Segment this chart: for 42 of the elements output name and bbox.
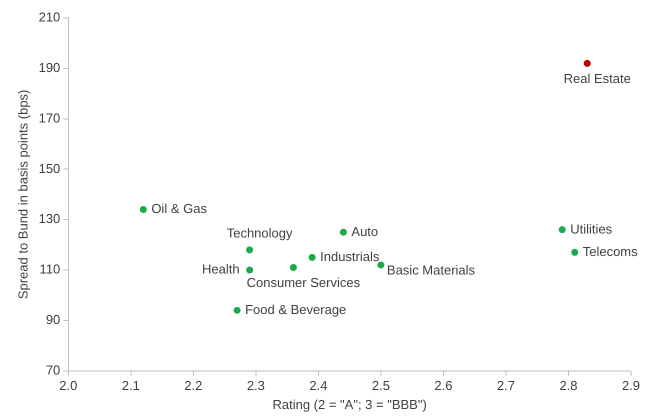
point <box>234 306 241 314</box>
y-tick-label: 210 <box>38 10 60 25</box>
x-tick-label: 2.6 <box>434 378 452 394</box>
annotation: Industrials <box>320 248 380 264</box>
x-tick-label: 2.2 <box>184 378 202 394</box>
point <box>584 60 591 67</box>
point <box>308 254 316 261</box>
y-tick-label: 150 <box>38 160 60 176</box>
y-tick-label: 70 <box>46 362 60 378</box>
y-tick-label: 130 <box>38 211 60 226</box>
x-tick-label: 2.3 <box>246 378 265 394</box>
annotation: Food & Beverage <box>245 302 346 317</box>
x-tick-label: 2.0 <box>59 378 78 394</box>
y-tick-label: 170 <box>38 110 60 126</box>
point <box>377 261 384 268</box>
y-axis-title: Spread to Bund in basis points (bps) <box>15 90 30 300</box>
x-axis-title: Rating (2 = "A"; 3 = "BBB") <box>272 396 427 412</box>
x-tick-label: 2.7 <box>496 378 515 394</box>
x-tick-label: 2.1 <box>122 378 140 394</box>
annotation: Technology <box>226 225 293 240</box>
y-tick-label: 190 <box>38 60 60 75</box>
annotation: Basic Materials <box>386 262 476 278</box>
annotation: Consumer Services <box>246 275 361 290</box>
point <box>246 246 254 254</box>
y-tick-label: 110 <box>40 262 60 277</box>
x-tick-label: 2.8 <box>559 378 578 394</box>
annotation: Telecoms <box>582 244 638 259</box>
annotation: Utilities <box>570 221 613 236</box>
point <box>246 266 254 274</box>
annotation: Real Estate <box>564 70 631 86</box>
x-tick-label: 2.9 <box>622 378 640 394</box>
x-tick-label: 2.5 <box>372 378 390 394</box>
annotation: Oil & Gas <box>151 201 208 216</box>
point <box>290 264 297 271</box>
point <box>558 226 566 234</box>
x-tick-label: 2.4 <box>309 378 328 394</box>
point <box>571 248 578 256</box>
annotation: Auto <box>351 224 378 239</box>
point <box>340 228 347 236</box>
y-tick-label: 90 <box>46 312 60 327</box>
point <box>140 206 147 214</box>
annotation: Health <box>202 262 240 277</box>
